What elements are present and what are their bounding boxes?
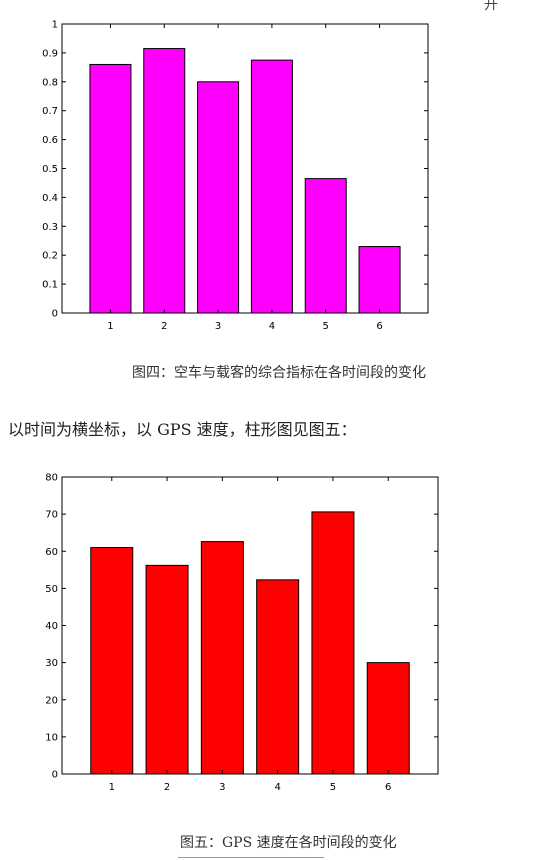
bar-1 bbox=[90, 547, 134, 775]
y-tick-label: 60 bbox=[45, 547, 58, 558]
y-tick-label: 10 bbox=[45, 732, 58, 743]
y-tick-label: 0.4 bbox=[42, 193, 58, 204]
x-tick-label: 6 bbox=[376, 321, 382, 332]
y-tick-label: 0.3 bbox=[42, 222, 58, 233]
x-tick-label: 5 bbox=[323, 321, 329, 332]
y-tick-label: 0.5 bbox=[42, 164, 58, 175]
y-tick-label: 0 bbox=[52, 770, 58, 781]
y-tick-label: 30 bbox=[45, 658, 58, 669]
bar-1 bbox=[89, 63, 132, 314]
bar-chart-figure-4: 0 0.1 0.2 0.3 0.4 0.5 0.6 0.7 0.8 0.9 1 1 2 3 4 5 6 bbox=[42, 20, 429, 332]
bar-3 bbox=[200, 541, 244, 775]
bar-2 bbox=[143, 48, 186, 314]
y-tick-label: 0.6 bbox=[42, 135, 58, 146]
y-tick-label: 20 bbox=[45, 695, 58, 706]
bar-4 bbox=[250, 59, 293, 314]
x-tick-label: 1 bbox=[107, 321, 113, 332]
bar-6 bbox=[358, 246, 401, 314]
y-tick-label: 1 bbox=[52, 20, 58, 31]
bar-chart-figure-5: 0 10 20 30 40 50 60 70 80 1 2 3 4 5 6 bbox=[45, 473, 439, 793]
body-paragraph: 以时间为横坐标，以 GPS 速度，柱形图见图五： bbox=[8, 420, 357, 439]
x-tick-label: 4 bbox=[269, 321, 275, 332]
x-tick-label: 3 bbox=[219, 782, 225, 793]
y-tick-label: 80 bbox=[45, 473, 58, 484]
x-tick-label: 1 bbox=[109, 782, 115, 793]
x-tick-label: 3 bbox=[215, 321, 221, 332]
x-tick-label: 2 bbox=[164, 782, 170, 793]
y-tick-label: 0.2 bbox=[42, 251, 58, 262]
x-tick-label: 4 bbox=[274, 782, 280, 793]
caption-underline bbox=[178, 857, 324, 858]
bar-3 bbox=[197, 81, 240, 314]
y-tick-label: 0.7 bbox=[42, 106, 58, 117]
page-corner-glyph: 开 bbox=[484, 0, 498, 13]
y-tick-label: 0.9 bbox=[42, 48, 58, 59]
figure-4-caption: 图四：空车与载客的综合指标在各时间段的变化 bbox=[132, 365, 426, 381]
y-tick-label: 0.1 bbox=[42, 280, 58, 291]
y-tick-label: 50 bbox=[45, 584, 58, 595]
figure-5-caption: 图五：GPS 速度在各时间段的变化 bbox=[180, 835, 397, 851]
bar-6 bbox=[366, 662, 410, 775]
y-tick-label: 70 bbox=[45, 510, 58, 521]
y-tick-label: 40 bbox=[45, 621, 58, 632]
x-tick-label: 5 bbox=[330, 782, 336, 793]
bar-5 bbox=[311, 511, 355, 775]
y-tick-label: 0.8 bbox=[42, 77, 58, 88]
bar-5 bbox=[304, 178, 347, 314]
y-tick-label: 0 bbox=[52, 309, 58, 320]
bar-4 bbox=[256, 579, 300, 775]
bar-2 bbox=[145, 564, 189, 775]
x-tick-label: 6 bbox=[385, 782, 391, 793]
x-tick-label: 2 bbox=[161, 321, 167, 332]
